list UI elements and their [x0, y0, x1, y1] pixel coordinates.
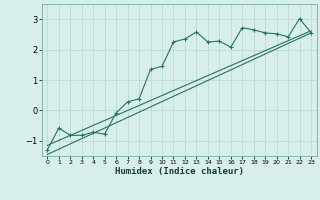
X-axis label: Humidex (Indice chaleur): Humidex (Indice chaleur) — [115, 167, 244, 176]
